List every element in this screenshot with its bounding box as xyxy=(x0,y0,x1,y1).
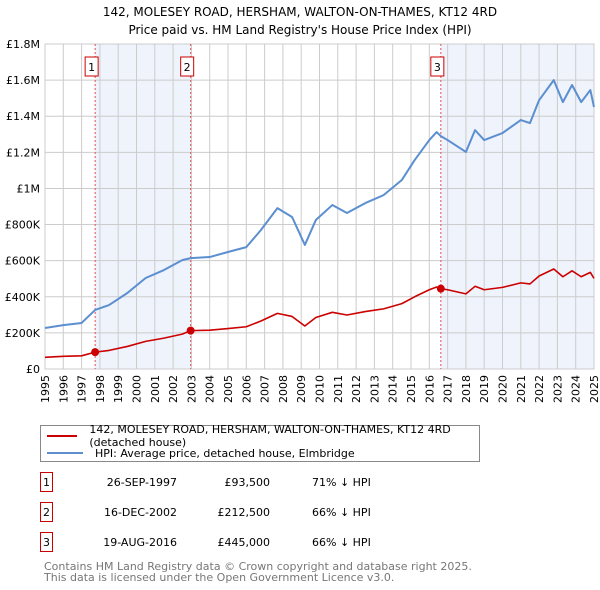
sale-marker-number: 1 xyxy=(88,61,95,74)
x-tick-label: 2001 xyxy=(149,375,162,403)
x-tick-label: 2013 xyxy=(368,375,381,403)
blue-line-swatch xyxy=(47,452,83,454)
x-tick-label: 2014 xyxy=(387,375,400,403)
x-tick-label: 1998 xyxy=(94,375,107,403)
sale-point xyxy=(186,326,195,335)
x-tick-label: 2018 xyxy=(460,375,473,403)
y-tick-label: £400K xyxy=(5,291,41,304)
property-price-line xyxy=(44,268,595,359)
sale-point xyxy=(436,284,445,293)
y-tick-label: £800K xyxy=(5,219,41,232)
sale-marker-box xyxy=(180,56,195,77)
y-tick-label: £1.2M xyxy=(6,146,40,159)
chart-title: 142, MOLESEY ROAD, HERSHAM, WALTON-ON-TH… xyxy=(103,5,497,19)
x-tick-label: 2015 xyxy=(405,375,418,403)
x-tick-label: 1997 xyxy=(76,375,89,403)
shaded-period xyxy=(95,44,191,369)
x-tick-label: 2017 xyxy=(442,375,455,403)
x-tick-label: 2010 xyxy=(314,375,327,403)
x-tick-label: 2006 xyxy=(240,375,253,403)
x-tick-label: 2020 xyxy=(497,375,510,403)
x-tick-label: 2011 xyxy=(332,375,345,403)
y-tick-label: £200K xyxy=(5,327,41,340)
x-tick-label: 2004 xyxy=(204,375,217,403)
sale-row: 2 16-DEC-2002 £212,500 66% ↓ HPI xyxy=(40,502,440,522)
footer-licence: This data is licensed under the Open Gov… xyxy=(44,571,395,584)
sale-number-badge: 3 xyxy=(40,532,53,552)
y-tick-label: £1.8M xyxy=(6,38,40,51)
y-tick-label: £1.6M xyxy=(6,74,40,87)
sale-hpi-delta: 66% ↓ HPI xyxy=(312,505,371,519)
red-line-swatch xyxy=(47,435,78,437)
y-tick-label: £0 xyxy=(26,363,40,376)
sale-marker-box xyxy=(84,56,99,77)
legend-item-hpi: HPI: Average price, detached house, Elmb… xyxy=(47,445,355,461)
y-tick-label: £600K xyxy=(5,255,41,268)
sale-price: £212,500 xyxy=(217,505,271,519)
x-tick-label: 2016 xyxy=(423,375,436,403)
x-tick-label: 2023 xyxy=(551,375,564,403)
price-chart: 142, MOLESEY ROAD, HERSHAM, WALTON-ON-TH… xyxy=(5,5,600,403)
x-tick-label: 2008 xyxy=(277,375,290,403)
x-tick-label: 2022 xyxy=(533,375,546,403)
y-tick-label: £1.4M xyxy=(6,110,40,123)
x-tick-label: 2005 xyxy=(222,375,235,403)
legend-label: 142, MOLESEY ROAD, HERSHAM, WALTON-ON-TH… xyxy=(89,423,451,449)
x-tick-label: 2002 xyxy=(167,375,180,403)
sale-date: 26-SEP-1997 xyxy=(106,475,177,489)
legend-item-property: 142, MOLESEY ROAD, HERSHAM, WALTON-ON-TH… xyxy=(47,423,479,449)
sale-hpi-delta: 71% ↓ HPI xyxy=(312,475,371,489)
x-tick-label: 1999 xyxy=(112,375,125,403)
sale-hpi-delta: 66% ↓ HPI xyxy=(312,535,371,549)
hpi-line xyxy=(44,79,595,330)
sale-date: 16-DEC-2002 xyxy=(103,505,177,519)
x-tick-label: 2007 xyxy=(259,375,272,403)
plot-border xyxy=(44,43,595,370)
chart-subtitle: Price paid vs. HM Land Registry's House … xyxy=(128,23,471,37)
x-tick-label: 2019 xyxy=(478,375,491,403)
sale-point xyxy=(91,348,100,357)
sale-price: £445,000 xyxy=(217,535,271,549)
x-tick-label: 2003 xyxy=(185,375,198,403)
x-tick-label: 1996 xyxy=(57,375,70,403)
legend-label: HPI: Average price, detached house, Elmb… xyxy=(95,446,355,460)
shaded-period xyxy=(440,44,594,369)
sale-number-badge: 1 xyxy=(40,472,53,492)
legend: 142, MOLESEY ROAD, HERSHAM, WALTON-ON-TH… xyxy=(40,423,480,462)
x-tick-label: 1995 xyxy=(39,375,52,403)
sale-row: 1 26-SEP-1997 £93,500 71% ↓ HPI xyxy=(40,472,440,492)
x-tick-label: 2012 xyxy=(350,375,363,403)
sale-number-badge: 2 xyxy=(40,502,53,522)
sale-marker-box xyxy=(430,56,445,77)
sale-row: 3 19-AUG-2016 £445,000 66% ↓ HPI xyxy=(40,532,440,552)
x-tick-label: 2024 xyxy=(570,375,583,403)
x-tick-label: 2025 xyxy=(588,375,600,403)
y-tick-label: £1M xyxy=(17,182,41,195)
sale-marker-number: 3 xyxy=(434,61,441,74)
footer-copyright: Contains HM Land Registry data © Crown c… xyxy=(44,560,472,573)
sale-date: 19-AUG-2016 xyxy=(103,535,177,549)
x-tick-label: 2021 xyxy=(515,375,528,403)
x-tick-label: 2009 xyxy=(295,375,308,403)
x-tick-label: 2000 xyxy=(131,375,144,403)
sale-price: £93,500 xyxy=(224,475,271,489)
sale-marker-number: 2 xyxy=(184,61,191,74)
